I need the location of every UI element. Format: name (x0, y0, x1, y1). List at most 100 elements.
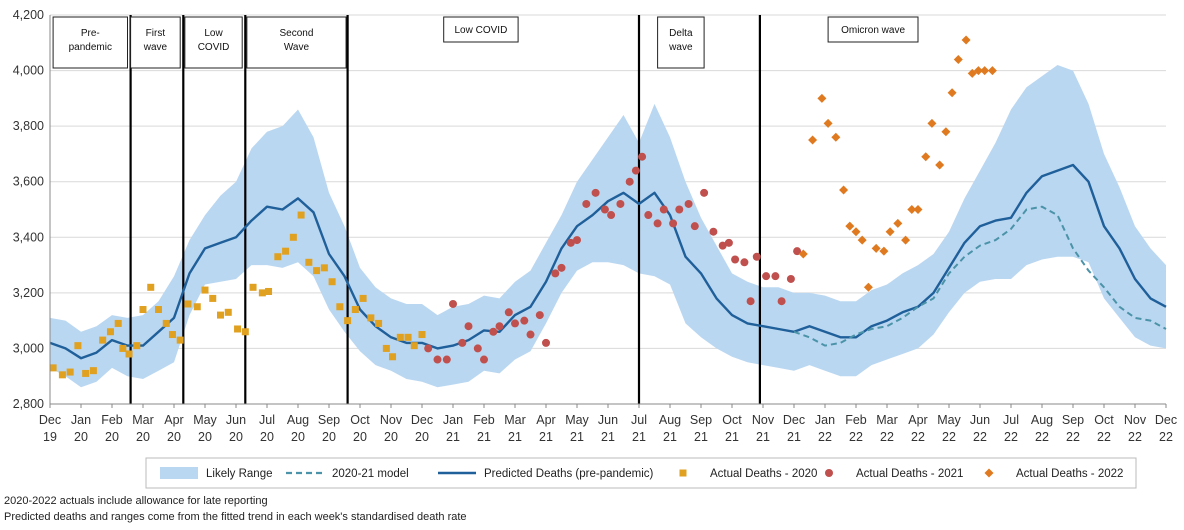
actual-2022-point (935, 160, 945, 170)
phase-box (130, 16, 181, 69)
phase-label: Delta (669, 28, 693, 39)
y-tick-label: 4,200 (13, 8, 44, 22)
actual-2020-point (375, 319, 383, 327)
x-tick-label-year: 22 (973, 430, 987, 444)
excess-deaths-chart: 2,800 3,000 3,200 3,400 3,600 3,800 4,000 4,200… (13, 8, 1177, 489)
x-tick-label-year: 19 (43, 430, 57, 444)
x-tick-label-year: 21 (787, 430, 801, 444)
legend-label: Actual Deaths - 2022 (1016, 468, 1123, 480)
actual-2020-point (74, 342, 82, 350)
actual-2020-point (209, 294, 217, 302)
x-tick-label-month: Apr (908, 413, 927, 427)
actual-2021-point (638, 152, 647, 161)
x-tick-label-year: 21 (725, 430, 739, 444)
x-tick-label-year: 21 (601, 430, 615, 444)
x-tick-label-year: 21 (477, 430, 491, 444)
phase-label: wave (668, 42, 693, 53)
x-tick-label-month: Sep (690, 413, 712, 427)
x-tick-label-month: Feb (473, 413, 495, 427)
actual-2020-point (241, 328, 249, 336)
actual-2021-point (786, 274, 795, 283)
x-tick-label-month: Jul (1003, 413, 1019, 427)
actual-2020-point (367, 314, 375, 322)
actual-2021-point (424, 344, 433, 353)
actual-2020-point (58, 371, 66, 379)
x-tick-label-year: 20 (322, 430, 336, 444)
actual-2021-point (449, 299, 457, 308)
actual-2021-point (542, 338, 550, 347)
actual-2021-point (616, 199, 625, 208)
phase-box (657, 16, 705, 69)
x-tick-label-year: 20 (105, 430, 119, 444)
actual-2020-point (351, 306, 359, 314)
x-tick-label-year: 22 (1128, 430, 1142, 444)
actual-2021-point (480, 355, 488, 364)
actual-2022-point (839, 185, 849, 195)
actual-2022-point (907, 205, 917, 214)
x-tick-label-year: 22 (1066, 430, 1080, 444)
actual-2021-point (777, 297, 786, 306)
actual-2021-point (458, 338, 467, 347)
x-tick-label-month: Feb (845, 413, 867, 427)
actual-2021-point (473, 344, 482, 353)
phase-label: wave (143, 42, 168, 53)
actual-2021-point (793, 247, 802, 256)
actual-2021-point (520, 316, 529, 325)
actual-2020-point (147, 283, 155, 291)
x-tick-label-year: 22 (1035, 430, 1049, 444)
actual-2021-point (709, 227, 718, 236)
actual-2021-point (771, 272, 780, 281)
x-tick-label-year: 21 (632, 430, 646, 444)
phase-label: Wave (284, 42, 310, 53)
actual-2022-point (831, 132, 841, 142)
actual-2022-point (913, 205, 923, 214)
actual-2022-point (885, 227, 895, 237)
actual-2021-point (653, 219, 662, 228)
x-tick-label-month: Mar (132, 413, 154, 427)
phase-label: COVID (198, 42, 230, 53)
actual-2020-point (99, 336, 107, 344)
y-tick-label: 3,200 (13, 286, 44, 300)
actual-2022-point (901, 235, 911, 245)
x-tick-label-year: 22 (911, 430, 925, 444)
actual-2020-point (274, 253, 282, 261)
actual-2020-point (344, 317, 352, 325)
x-tick-label-month: Dec (39, 413, 61, 427)
actual-2022-point (980, 66, 990, 76)
actual-2020-point (313, 267, 321, 275)
actual-2020-point (139, 306, 147, 314)
actual-2020-point (320, 264, 328, 272)
x-tick-label-month: Apr (164, 413, 183, 427)
actual-2021-point (731, 255, 740, 264)
actual-2021-point (625, 177, 634, 186)
actual-2020-point (336, 303, 344, 311)
actual-2022-point (817, 93, 827, 103)
actual-2021-point (557, 263, 566, 272)
y-tick-label: 3,600 (13, 175, 44, 189)
actual-2020-point (265, 287, 273, 295)
x-tick-label-year: 20 (229, 430, 243, 444)
actual-2021-point (464, 322, 473, 331)
actual-2021-point (669, 219, 678, 228)
x-tick-label-month: May (565, 413, 589, 427)
actual-2021-point (504, 308, 513, 317)
x-tick-label-year: 22 (942, 430, 956, 444)
actual-2021-point (659, 205, 668, 214)
x-tick-label-month: Nov (1124, 413, 1147, 427)
actual-2020-point (114, 319, 122, 327)
actual-2020-point (418, 331, 426, 339)
x-tick-label-month: Jun (970, 413, 990, 427)
actual-2020-point (328, 278, 336, 286)
actual-2022-point (961, 35, 971, 45)
phase-label: Omicron wave (841, 25, 905, 36)
actual-2021-point (433, 355, 442, 364)
y-tick-label: 3,400 (13, 230, 44, 244)
actual-2021-point (600, 205, 609, 214)
x-tick-label-month: Jul (631, 413, 647, 427)
actual-2021-point (607, 211, 616, 220)
x-tick-label-year: 20 (198, 430, 212, 444)
x-tick-label-year: 22 (880, 430, 894, 444)
x-tick-label-year: 21 (508, 430, 522, 444)
actual-2021-point (591, 188, 600, 197)
x-tick-label-year: 21 (446, 430, 460, 444)
